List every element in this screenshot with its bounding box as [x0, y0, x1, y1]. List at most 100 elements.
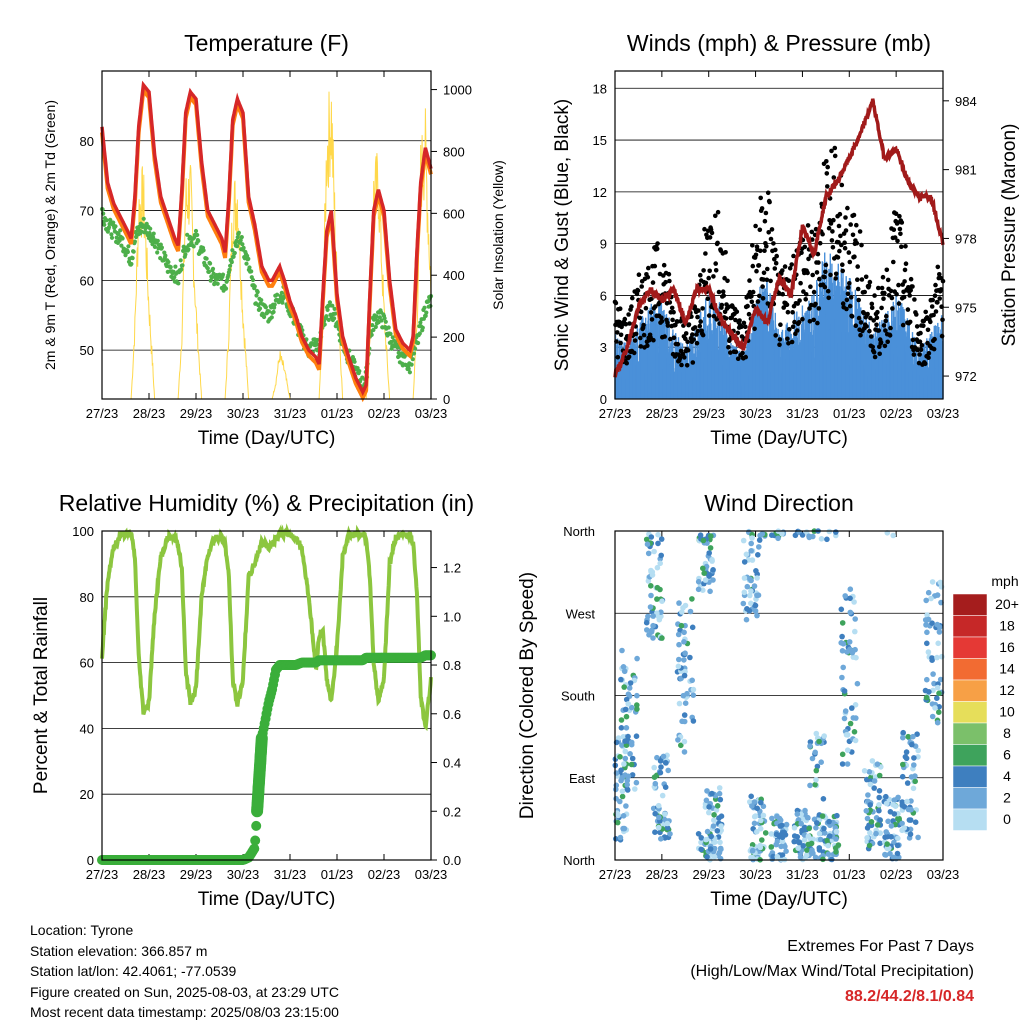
- wind-direction-point: [895, 835, 901, 842]
- series-gust-point: [885, 339, 890, 345]
- series-gust-point: [716, 289, 722, 295]
- series-gust-point: [902, 279, 907, 284]
- series-gust-point: [888, 288, 894, 294]
- wind-direction-point: [743, 616, 750, 623]
- wind-direction-point: [707, 588, 713, 595]
- extremes-subtitle: (High/Low/Max Wind/Total Precipitation): [690, 963, 974, 980]
- wind-direction-point: [783, 848, 789, 854]
- wind-direction-point: [634, 692, 640, 699]
- wind-direction-point: [662, 811, 668, 817]
- series-gust-point: [624, 360, 629, 366]
- wind-direction-point: [614, 819, 621, 826]
- wind-direction-point: [622, 706, 629, 713]
- y-right-tick-label: 1.2: [443, 561, 461, 576]
- wind-direction-point: [644, 541, 651, 547]
- series-gust-point: [768, 236, 774, 242]
- wind-direction-point: [625, 773, 632, 780]
- series-gust-point: [918, 330, 923, 336]
- series-gust-point: [840, 301, 846, 306]
- colorbar-label: 18: [999, 618, 1015, 634]
- y-tick-label: 70: [80, 204, 94, 219]
- wind-direction-point: [645, 613, 651, 620]
- wind-direction-point: [895, 794, 901, 801]
- series-gust-point: [682, 355, 687, 360]
- wind-direction-point: [877, 830, 883, 836]
- series-gust-point: [691, 337, 696, 342]
- wind-direction-point: [707, 545, 714, 551]
- series-gust-point: [938, 287, 944, 292]
- wind-direction-point: [899, 820, 905, 827]
- series-gust-point: [937, 272, 942, 277]
- wind-direction-point: [643, 536, 650, 543]
- series-gust-point: [933, 309, 939, 314]
- colorbar-swatch: [952, 615, 988, 638]
- series-gust-point: [875, 309, 880, 315]
- wind-direction-point: [634, 706, 640, 712]
- series-dewpoint-point: [255, 289, 260, 295]
- series-gust-point: [805, 270, 810, 276]
- elevation-text: Station elevation: 366.857 m: [30, 942, 208, 959]
- wind-direction-point: [877, 817, 883, 823]
- series-gust-point: [823, 269, 828, 275]
- series-dewpoint-point: [422, 305, 427, 310]
- series-gust-point: [667, 300, 673, 305]
- series-dewpoint-point: [125, 249, 130, 255]
- panel-title: Relative Humidity (%) & Precipitation (i…: [59, 490, 474, 516]
- series-gust-point: [837, 248, 842, 254]
- series-dewpoint-point: [205, 266, 210, 271]
- series-gust-point: [865, 311, 870, 317]
- series-gust-point: [630, 295, 635, 301]
- series-gust-point: [662, 334, 667, 339]
- series-gust-point: [802, 244, 808, 250]
- wind-direction-point: [658, 536, 665, 542]
- series-gust-point: [711, 313, 717, 319]
- series-gust-point: [883, 318, 889, 324]
- wind-direction-point: [883, 793, 889, 800]
- y-tick-label: 0: [87, 853, 94, 868]
- wind-direction-point: [883, 829, 889, 835]
- series-gust-point: [884, 267, 890, 273]
- wind-direction-point: [932, 705, 938, 711]
- wind-direction-point: [624, 786, 631, 792]
- series-dewpoint-point: [275, 292, 280, 297]
- wind-direction-point: [703, 836, 709, 843]
- wind-direction-point: [655, 540, 661, 547]
- wind-direction-point: [755, 592, 762, 598]
- wind-direction-point: [905, 806, 912, 813]
- series-gust-point: [844, 306, 849, 312]
- series-gust-point: [749, 299, 755, 305]
- y-tick-label: 80: [80, 134, 94, 149]
- series-dewpoint-point: [231, 254, 236, 259]
- series-gust-point: [665, 323, 671, 328]
- wind-direction-point: [710, 577, 716, 583]
- wind-direction-point: [876, 788, 883, 794]
- series-gust-point: [869, 334, 874, 339]
- series-gust-point: [932, 293, 938, 299]
- series-gust-point: [759, 206, 765, 211]
- series-gust-point: [892, 235, 898, 240]
- series-gust-point: [903, 244, 908, 249]
- series-dewpoint-point: [330, 303, 335, 308]
- y-tick-label: 12: [593, 185, 607, 200]
- wind-direction-point: [652, 810, 658, 817]
- series-gust-point: [851, 212, 857, 218]
- wind-direction-point: [929, 655, 935, 661]
- wind-direction-point: [619, 793, 626, 800]
- wind-direction-point: [891, 811, 898, 817]
- series-gust-point: [659, 319, 665, 324]
- series-dewpoint-point: [418, 320, 423, 325]
- wind-direction-point: [622, 755, 629, 762]
- series-gust-point: [769, 227, 775, 232]
- series-gust-point: [654, 246, 660, 252]
- series-gust-point: [703, 251, 708, 256]
- wind-direction-point: [656, 814, 662, 821]
- series-gust-point: [825, 288, 831, 294]
- series-gust-point: [652, 263, 658, 269]
- wind-direction-point: [709, 556, 715, 563]
- wind-direction-point: [678, 622, 685, 629]
- series-gust-point: [933, 282, 938, 288]
- series-dewpoint-point: [132, 239, 137, 244]
- series-gust-point: [840, 262, 845, 268]
- wind-direction-point: [633, 733, 640, 739]
- series-gust-point: [847, 303, 853, 309]
